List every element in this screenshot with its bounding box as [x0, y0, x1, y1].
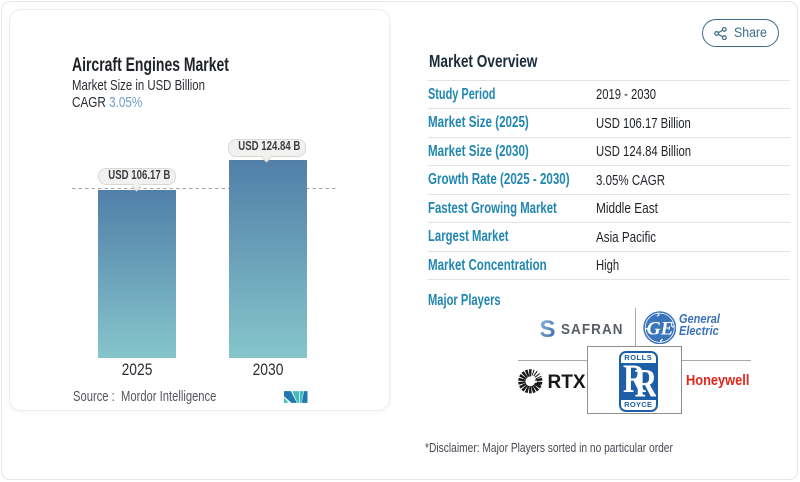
svg-text:S: S [539, 318, 555, 340]
svg-text:GE: GE [646, 318, 673, 339]
svg-text:R: R [635, 363, 656, 401]
svg-text:R: R [623, 363, 646, 401]
